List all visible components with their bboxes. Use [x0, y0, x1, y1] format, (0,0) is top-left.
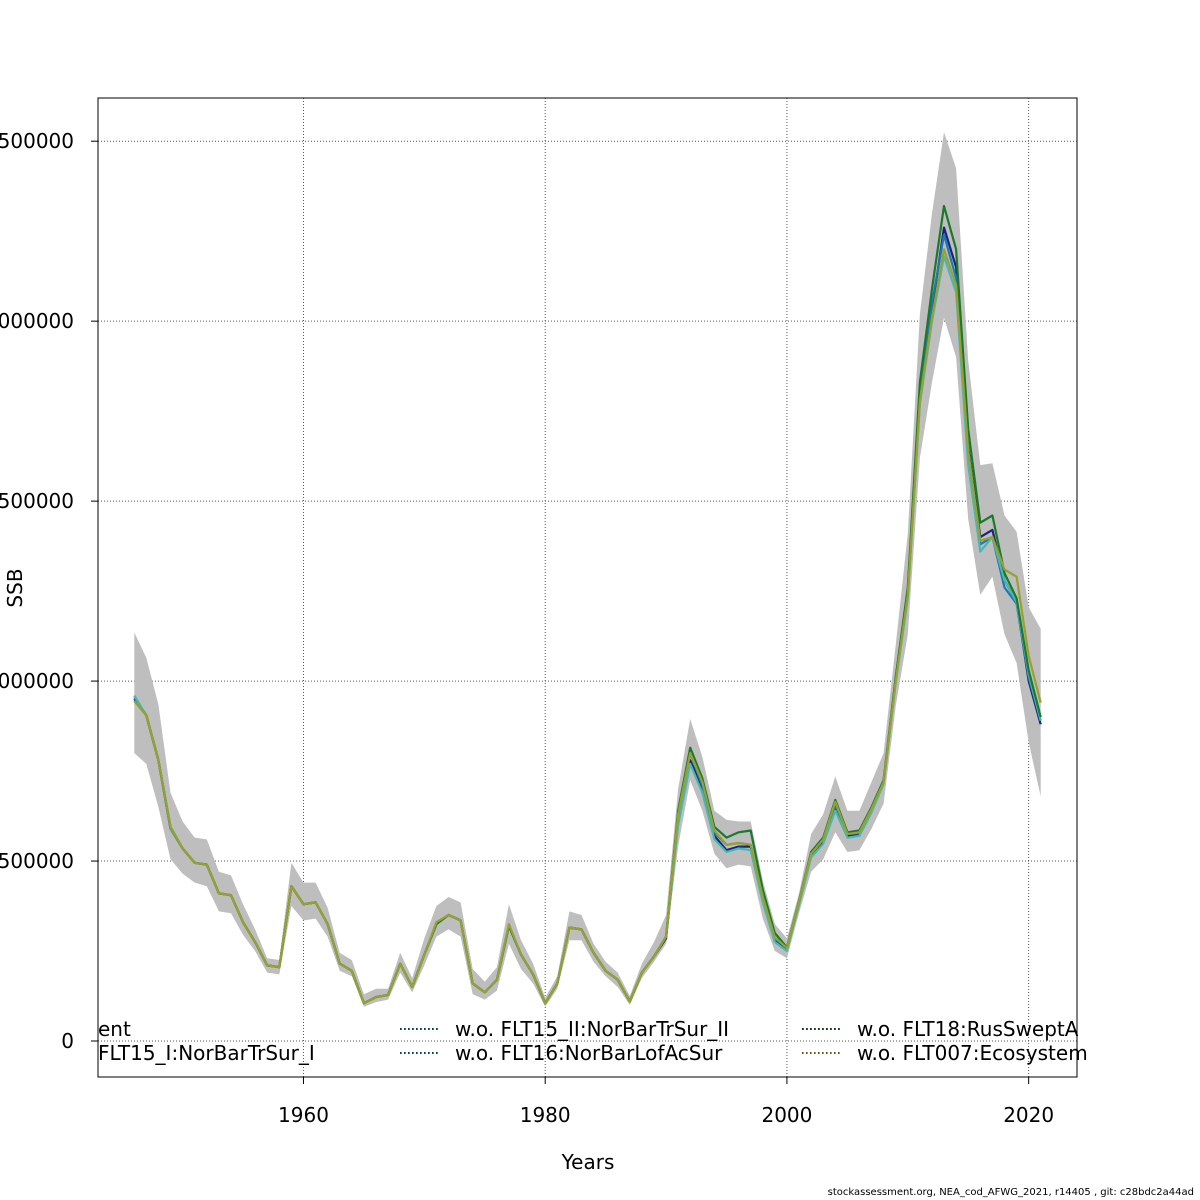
legend-label: w.o. FLT16:NorBarLofAcSur: [455, 1041, 723, 1065]
legend-label: ent: [98, 1017, 131, 1041]
plot-frame: [97, 97, 1078, 1078]
confidence-band: [134, 132, 1041, 1007]
legend-label: FLT15_I:NorBarTrSur_I: [98, 1041, 315, 1065]
series-lines: [133, 204, 1042, 1005]
x-tick-label: 2020: [1003, 1103, 1054, 1127]
legend-label: w.o. FLT15_II:NorBarTrSur_II: [455, 1017, 729, 1041]
series-line-5: [133, 248, 1042, 1005]
y-tick-label: 1000000: [0, 669, 74, 693]
x-tick-label: 1980: [520, 1103, 571, 1127]
y-tick-label: 500000: [0, 849, 74, 873]
y-tick-label: 2500000: [0, 129, 74, 153]
y-axis-title: SSB: [3, 568, 27, 607]
y-axis: 0 500000 1000000 1500000 2000000 2500000: [0, 129, 98, 1053]
x-tick-label: 2000: [761, 1103, 812, 1127]
legend-label: w.o. FLT007:Ecosystem: [857, 1041, 1088, 1065]
y-tick-label: 0: [61, 1029, 74, 1053]
footer-credit: stockassessment.org, NEA_cod_AFWG_2021, …: [827, 1187, 1194, 1198]
legend-label: w.o. FLT18:RusSweptA: [857, 1017, 1079, 1041]
y-tick-label: 1500000: [0, 489, 74, 513]
x-axis-title: Years: [561, 1150, 615, 1174]
x-tick-label: 1960: [278, 1103, 329, 1127]
x-axis: 1960 1980 2000 2020: [278, 1077, 1054, 1127]
series-line-4: [133, 204, 1042, 1005]
grid-lines: [98, 98, 1077, 1077]
y-tick-label: 2000000: [0, 309, 74, 333]
